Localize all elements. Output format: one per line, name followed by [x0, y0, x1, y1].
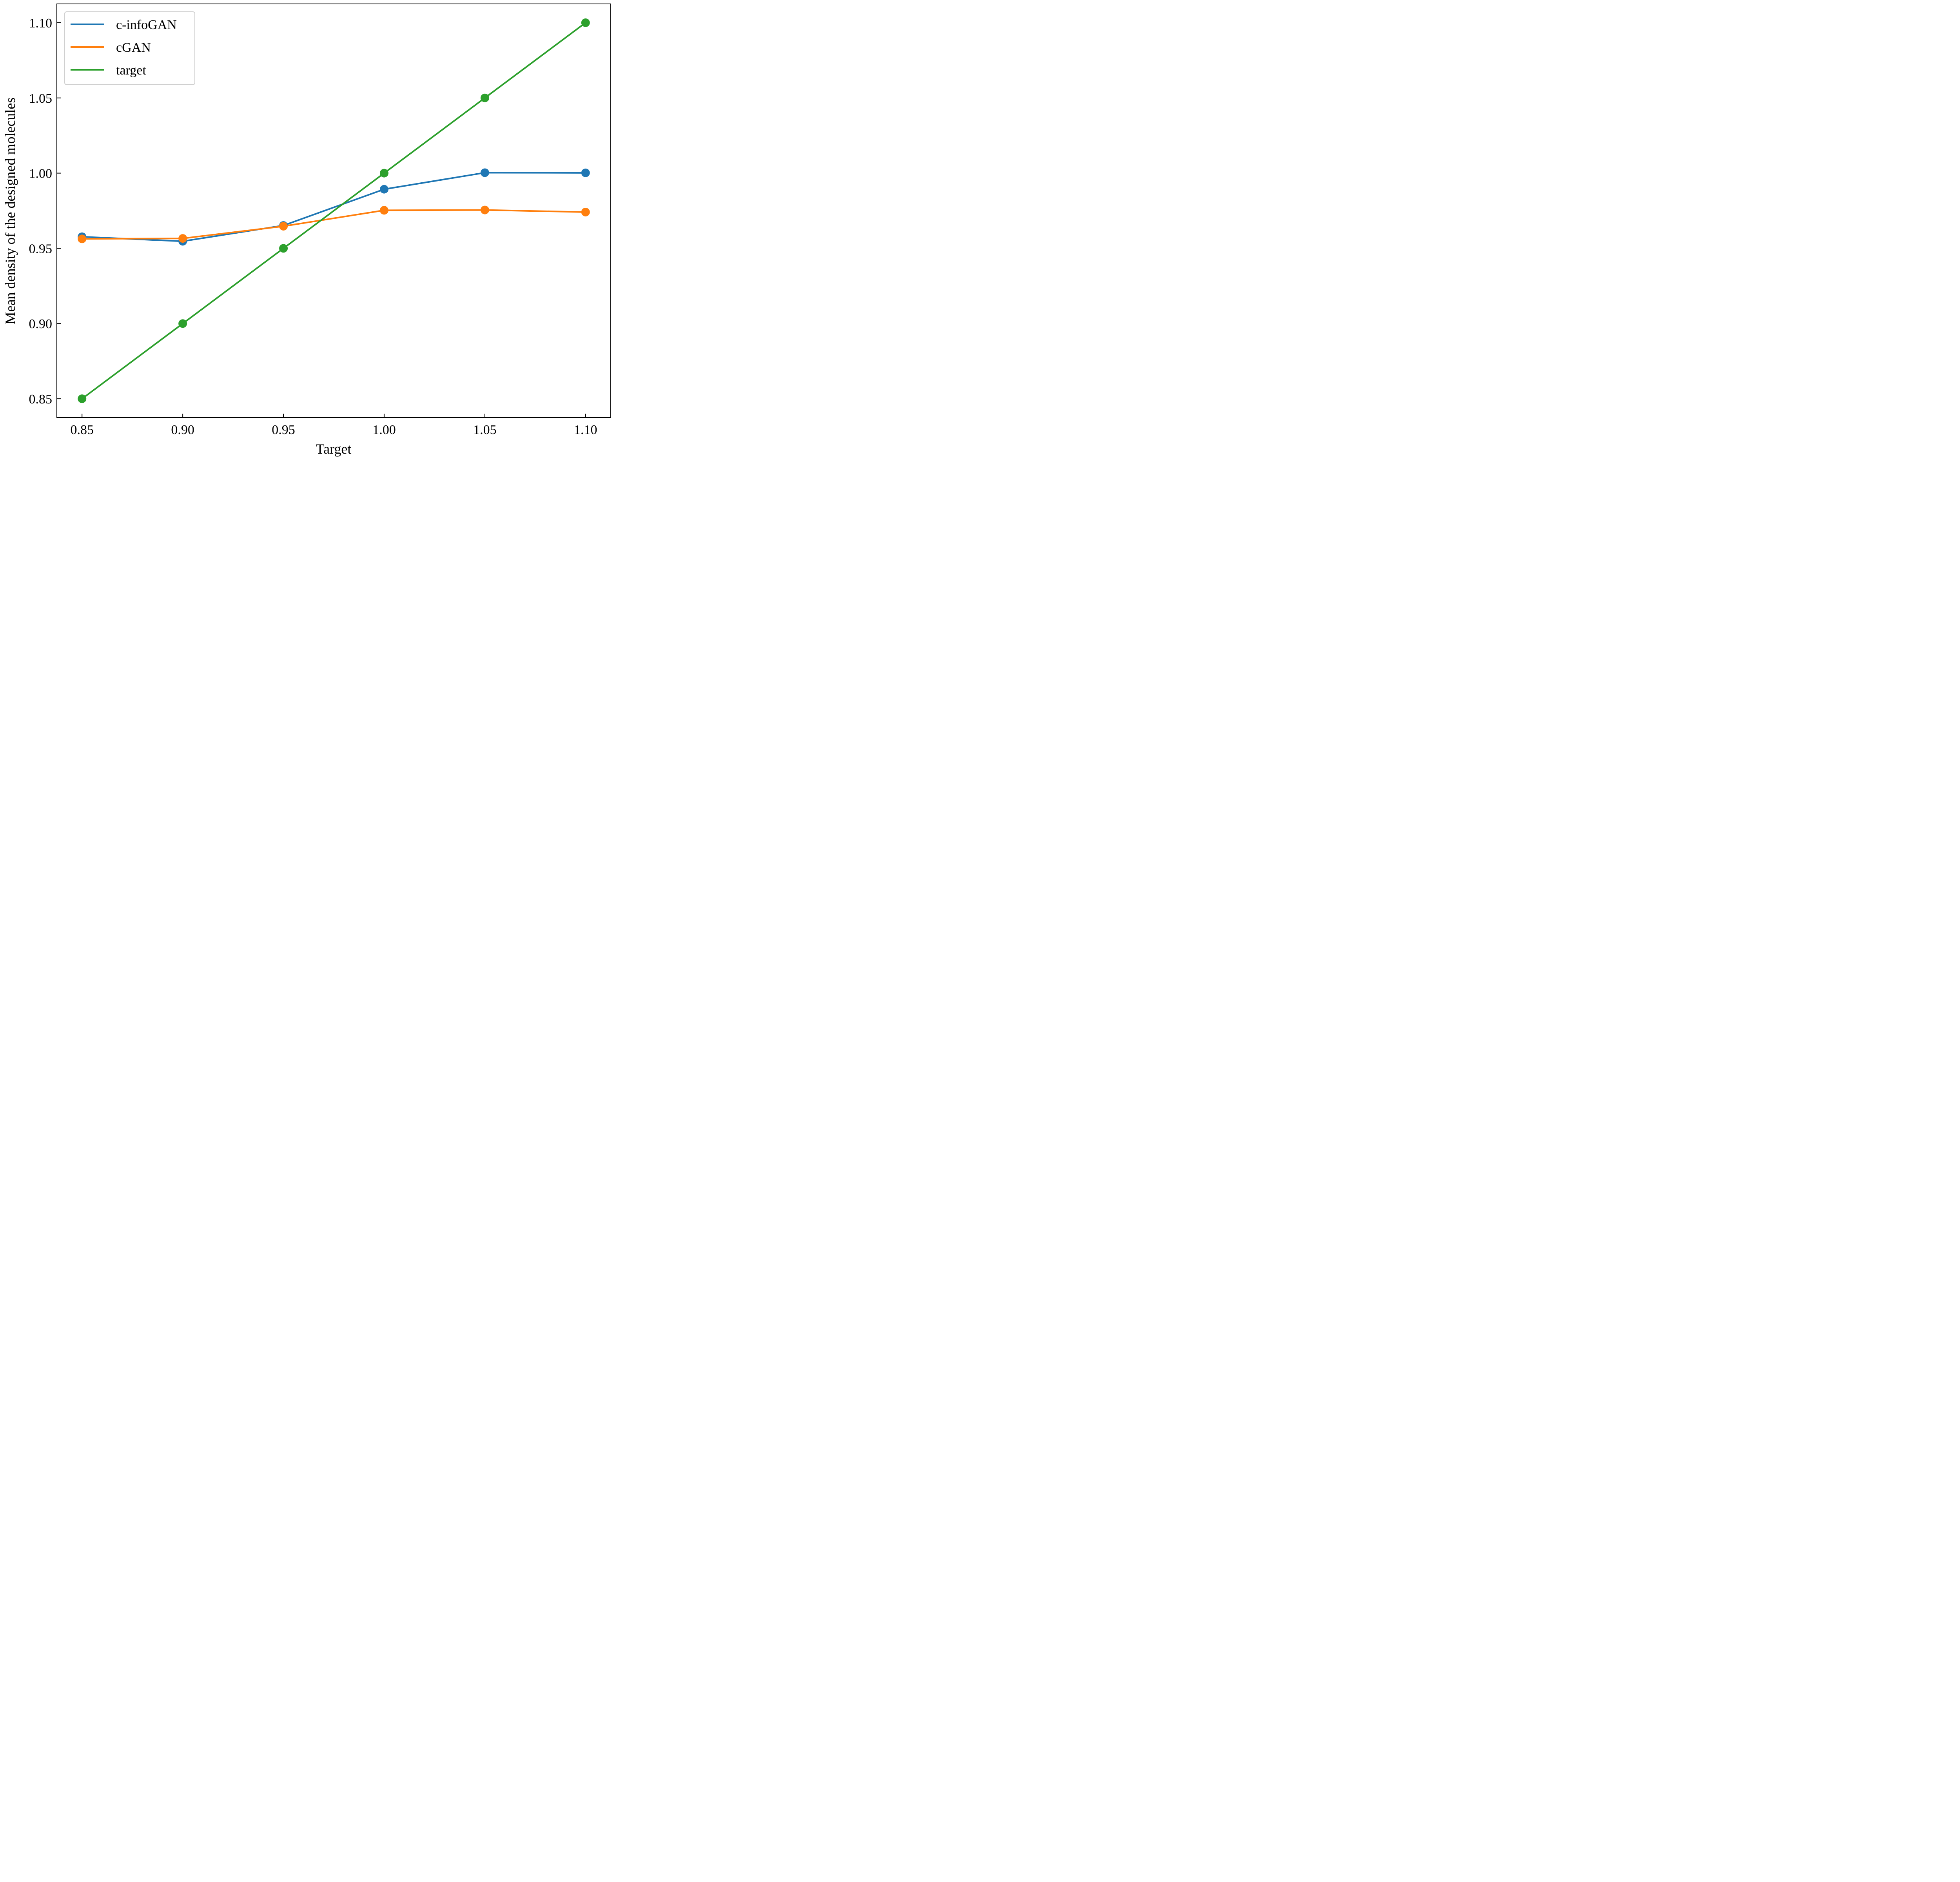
point-target-4	[480, 93, 489, 102]
series-line-cgan	[81, 209, 586, 240]
plot-frame	[56, 4, 611, 418]
y-tick-label-0: 0.85	[29, 392, 53, 407]
point-cgan-2	[279, 222, 288, 231]
point-cgan-3	[379, 206, 388, 215]
x-tick-label-0: 0.85	[70, 423, 94, 437]
x-axis: 0.85 0.90 0.95 1.00 1.05 1.10	[70, 414, 597, 437]
x-tick-label-1: 0.90	[171, 423, 194, 437]
legend-frame	[64, 11, 195, 85]
point-cgan-0	[78, 234, 87, 243]
point-target-3	[379, 169, 388, 178]
x-tick-label-2: 0.95	[272, 423, 295, 437]
y-tick-label-2: 0.95	[29, 242, 53, 256]
y-tick-label-5: 1.10	[29, 16, 53, 31]
series-c-infogan	[78, 168, 590, 246]
series-line-c-infogan	[81, 172, 586, 242]
point-cgan-5	[581, 207, 590, 216]
point-target-1	[178, 319, 187, 328]
x-tick-label-5: 1.10	[574, 423, 597, 437]
y-tick-label-1: 0.90	[29, 317, 53, 331]
legend-label-cgan: cGAN	[116, 40, 151, 55]
point-target-0	[78, 394, 87, 403]
point-c-infogan-5	[581, 168, 590, 177]
x-tick-label-4: 1.05	[473, 423, 497, 437]
series-line-target	[81, 22, 587, 400]
y-axis: 0.85 0.90 0.95 1.00 1.05 1.10	[29, 16, 61, 407]
line-chart: 0.85 0.90 0.95 1.00 1.05 1.10 0.85 0.90 0.95 1.0…	[2, 4, 611, 457]
point-cgan-4	[480, 205, 489, 214]
point-cgan-1	[178, 234, 187, 243]
legend-label-target: target	[116, 63, 146, 78]
point-c-infogan-4	[480, 168, 489, 177]
series-target	[78, 18, 590, 403]
legend: c-infoGAN cGAN target	[64, 11, 195, 85]
point-target-5	[581, 18, 590, 27]
y-axis-label: Mean density of the designed molecules	[2, 98, 18, 325]
point-target-2	[279, 244, 288, 253]
series-cgan	[78, 205, 590, 243]
y-tick-label-4: 1.05	[29, 91, 53, 106]
series-layer	[78, 18, 590, 403]
legend-label-c-infogan: c-infoGAN	[116, 18, 177, 32]
y-tick-label-3: 1.00	[29, 167, 53, 181]
x-axis-label: Target	[316, 441, 352, 457]
x-tick-label-3: 1.00	[372, 423, 396, 437]
point-c-infogan-3	[379, 185, 388, 194]
